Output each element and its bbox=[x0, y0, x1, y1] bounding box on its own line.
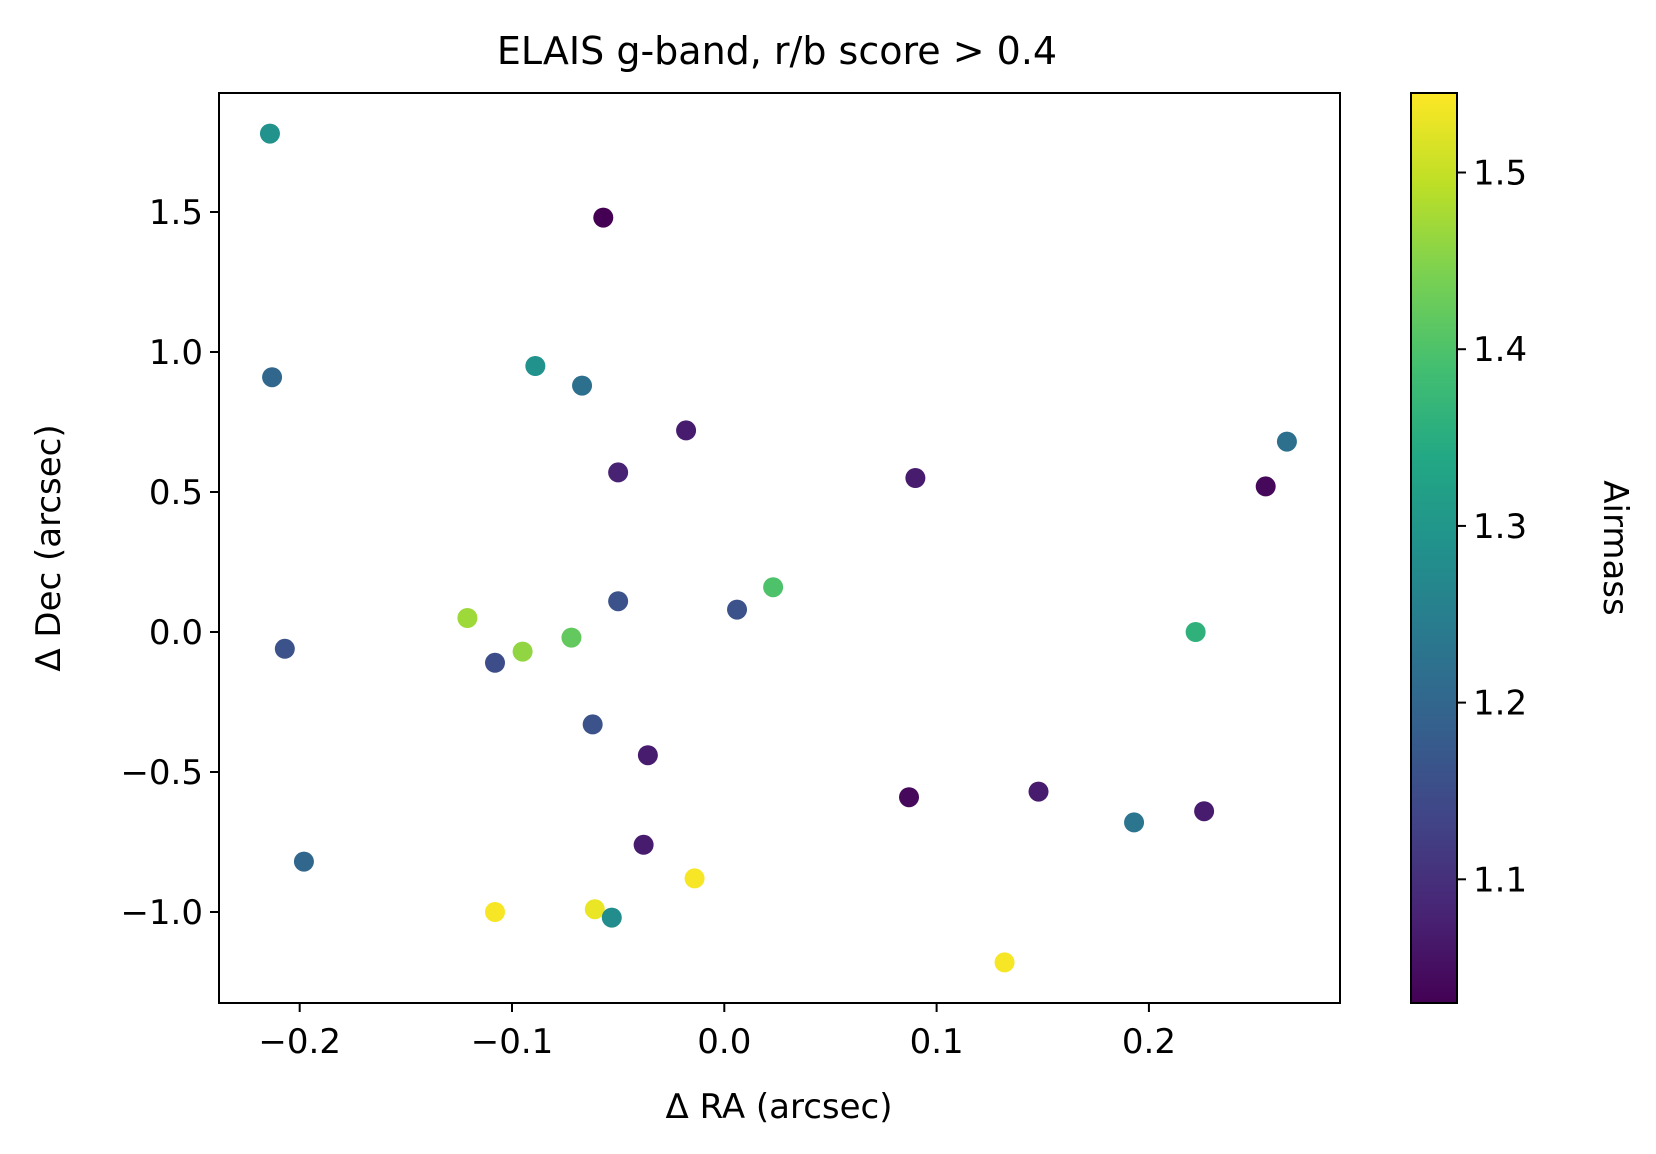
data-points bbox=[259, 123, 1297, 973]
data-point bbox=[601, 907, 622, 928]
data-point bbox=[485, 652, 506, 673]
data-point bbox=[637, 745, 658, 766]
colorbar bbox=[1410, 92, 1458, 1004]
x-tick-label: 0.0 bbox=[697, 1022, 751, 1062]
y-axis-label: Δ Dec (arcsec) bbox=[29, 424, 69, 671]
data-point bbox=[1255, 476, 1276, 497]
colorbar-tick-label: 1.5 bbox=[1473, 154, 1527, 194]
colorbar-ticks: 1.1 1.2 1.3 1.4 1.5 bbox=[1457, 154, 1527, 900]
data-point bbox=[262, 367, 283, 388]
colorbar-tick-label: 1.4 bbox=[1473, 330, 1527, 370]
colorbar-tick-label: 1.3 bbox=[1473, 507, 1527, 547]
colorbar-tick-label: 1.1 bbox=[1473, 860, 1527, 900]
data-point bbox=[1194, 801, 1215, 822]
x-tick-label: −0.1 bbox=[471, 1022, 554, 1062]
data-point bbox=[582, 714, 603, 735]
chart-title: ELAIS g-band, r/b score > 0.4 bbox=[497, 29, 1057, 73]
data-point bbox=[274, 638, 295, 659]
data-point bbox=[1185, 622, 1206, 642]
data-point bbox=[259, 123, 280, 144]
data-point bbox=[608, 591, 629, 612]
x-tick-label: 0.1 bbox=[910, 1022, 964, 1062]
data-point bbox=[1028, 781, 1049, 802]
y-axis-ticks: −1.0 −0.5 0.0 0.5 1.0 1.5 bbox=[120, 193, 219, 933]
y-tick-label: 1.0 bbox=[149, 333, 203, 373]
data-point bbox=[1276, 431, 1297, 452]
x-axis-label: Δ RA (arcsec) bbox=[666, 1087, 893, 1127]
data-point bbox=[763, 577, 784, 598]
colorbar-tick-label: 1.2 bbox=[1473, 684, 1527, 724]
x-tick-label: −0.2 bbox=[258, 1022, 341, 1062]
y-tick-label: 0.0 bbox=[149, 613, 203, 653]
y-tick-label: −1.0 bbox=[120, 893, 203, 933]
data-point bbox=[899, 787, 920, 808]
data-point bbox=[608, 462, 629, 483]
data-point bbox=[684, 868, 705, 889]
data-point bbox=[676, 420, 697, 441]
data-point bbox=[293, 851, 314, 872]
data-point bbox=[525, 356, 546, 376]
y-tick-label: −0.5 bbox=[120, 753, 203, 793]
data-point bbox=[593, 207, 614, 228]
data-point bbox=[512, 641, 533, 662]
data-point bbox=[561, 627, 582, 648]
plot-frame bbox=[218, 92, 1341, 1004]
data-point bbox=[457, 608, 478, 628]
data-point bbox=[1124, 812, 1145, 833]
colorbar-label: Airmass bbox=[1595, 480, 1635, 615]
data-point bbox=[485, 902, 506, 922]
data-point bbox=[994, 952, 1015, 973]
y-tick-label: 0.5 bbox=[149, 473, 203, 513]
x-tick-label: 0.2 bbox=[1122, 1022, 1176, 1062]
y-tick-label: 1.5 bbox=[149, 193, 203, 233]
x-axis-ticks: −0.2 −0.1 0.0 0.1 0.2 bbox=[258, 1003, 1176, 1062]
data-point bbox=[584, 899, 605, 920]
plot-area bbox=[219, 93, 1340, 1003]
data-point bbox=[727, 599, 748, 620]
data-point bbox=[905, 468, 926, 488]
data-point bbox=[633, 834, 654, 855]
data-point bbox=[572, 375, 593, 396]
